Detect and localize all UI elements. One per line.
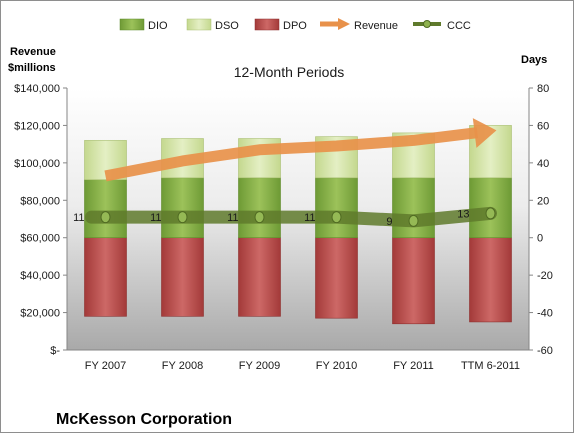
right-axis-title: Days <box>521 54 547 66</box>
ccc-data-label: 9 <box>386 216 392 228</box>
right-tick-label: -40 <box>537 308 553 320</box>
bar-dio <box>161 177 204 239</box>
category-label: FY 2009 <box>239 360 280 372</box>
legend-swatch-revenue <box>320 18 350 30</box>
ccc-marker <box>254 211 265 224</box>
ccc-data-label: 11 <box>150 212 161 224</box>
left-tick-label: $120,000 <box>14 120 60 132</box>
company-name: McKesson Corporation <box>56 411 232 428</box>
right-tick-label: -60 <box>537 345 553 357</box>
bar-dpo <box>84 237 127 317</box>
revenue-line <box>104 127 479 182</box>
right-tick-label: 60 <box>537 120 549 132</box>
category-label: FY 2010 <box>316 360 357 372</box>
chart-subtitle: 12-Month Periods <box>234 64 345 80</box>
left-tick-label: $60,000 <box>20 233 60 245</box>
bar-dio <box>392 177 435 239</box>
bar-dpo <box>161 237 204 317</box>
left-tick-label: $20,000 <box>20 308 60 320</box>
bar-dio <box>315 177 358 239</box>
ccc-data-label: 11 <box>227 212 238 224</box>
left-tick-label: $- <box>50 345 60 357</box>
right-tick-label: 0 <box>537 233 543 245</box>
ccc-data-label: 11 <box>304 212 315 224</box>
ccc-marker <box>177 211 188 224</box>
legend-swatch-ccc <box>413 20 441 28</box>
legend-swatch-dso <box>186 18 212 31</box>
legend-label-revenue: Revenue <box>354 20 398 32</box>
right-tick-label: 40 <box>537 158 549 170</box>
ccc-data-label: 11 <box>73 212 84 224</box>
ccc-marker <box>485 207 496 220</box>
ccc-marker <box>100 211 111 224</box>
legend-label-dpo: DPO <box>283 20 307 32</box>
left-tick-label: $40,000 <box>20 270 60 282</box>
category-label: TTM 6-2011 <box>461 360 520 372</box>
right-tick-label: -20 <box>537 270 553 282</box>
legend-swatch-dpo <box>254 18 280 31</box>
category-label: FY 2007 <box>85 360 126 372</box>
legend-label-dso: DSO <box>215 20 239 32</box>
bar-dpo <box>469 237 512 323</box>
bar-dpo <box>392 237 435 325</box>
right-tick-label: 20 <box>537 195 549 207</box>
ccc-marker <box>408 214 419 227</box>
left-tick-label: $140,000 <box>14 83 60 95</box>
bar-dpo <box>238 237 281 317</box>
bar-dpo <box>315 237 358 319</box>
right-tick-label: 80 <box>537 83 549 95</box>
left-tick-label: $80,000 <box>20 195 60 207</box>
left-axis-title-line1: Revenue <box>10 46 56 58</box>
category-label: FY 2011 <box>393 360 434 372</box>
ccc-marker <box>331 211 342 224</box>
bar-dio <box>238 177 281 239</box>
legend: DIO DSO DPO Revenue CCC <box>119 18 471 32</box>
bar-dio <box>84 179 127 239</box>
category-label: FY 2008 <box>162 360 203 372</box>
left-axis-title-line2: $millions <box>8 62 56 74</box>
ccc-data-label: 13 <box>457 208 469 220</box>
legend-label-dio: DIO <box>148 20 168 32</box>
legend-label-ccc: CCC <box>447 20 471 32</box>
left-tick-label: $100,000 <box>14 158 60 170</box>
legend-swatch-dio <box>119 18 145 31</box>
revenue-arrowhead <box>472 118 497 148</box>
